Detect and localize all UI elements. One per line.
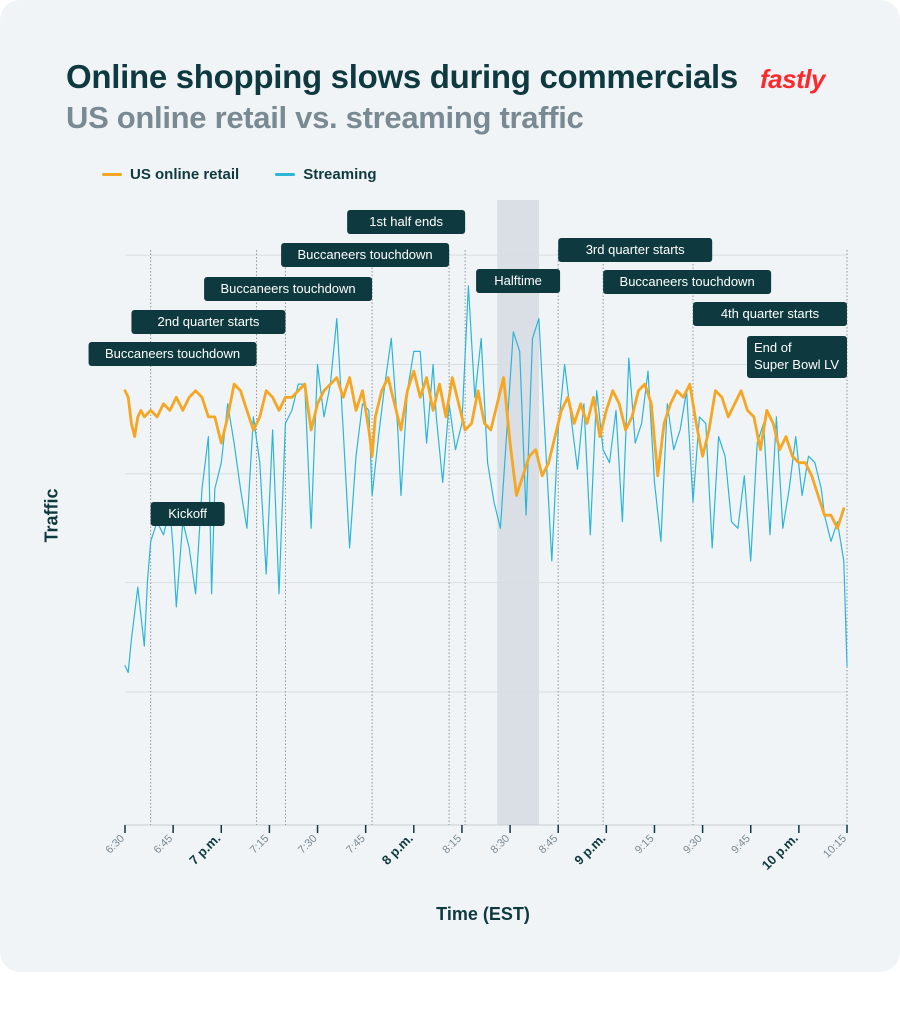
halftime-label: Halftime	[494, 273, 542, 288]
annotation-label: Super Bowl LV	[754, 357, 839, 372]
fastly-logo: fastly	[760, 64, 825, 94]
x-tick-label: 9:45	[729, 833, 753, 857]
x-tick-label: 7:15	[248, 833, 272, 857]
annotation-label: 2nd quarter starts	[157, 314, 259, 329]
chart-card	[0, 0, 900, 972]
halftime-label-box	[476, 269, 561, 293]
x-tick-label: 8:30	[489, 833, 513, 857]
y-axis-title: Traffic	[41, 488, 62, 543]
annotation-label: Kickoff	[168, 506, 207, 521]
x-tick-label: 9 p.m.	[571, 831, 608, 868]
x-tick-label: 7:30	[296, 833, 320, 857]
x-tick-label: 10:15	[821, 833, 849, 861]
x-tick-label: 6:45	[152, 833, 176, 857]
chart-legend: US online retail Streaming	[102, 166, 377, 183]
annotation-box	[88, 342, 257, 366]
legend-item-retail: US online retail	[102, 166, 239, 183]
annotation-label: Buccaneers touchdown	[620, 274, 755, 289]
annotation-label: Buccaneers touchdown	[221, 281, 356, 296]
annotation-box	[603, 270, 772, 294]
series-line-retail	[123, 369, 846, 530]
annotation-box	[150, 502, 225, 526]
annotation-box	[347, 210, 466, 234]
x-tick-label: 10 p.m.	[759, 831, 801, 873]
annotation-box	[204, 277, 373, 301]
annotation-label: Buccaneers touchdown	[105, 346, 240, 361]
legend-swatch-retail	[102, 173, 122, 176]
annotation-box	[692, 302, 847, 326]
annotation-label: 1st half ends	[369, 214, 443, 229]
x-tick-label: 7 p.m.	[186, 831, 223, 868]
chart-subtitle: US online retail vs. streaming traffic	[66, 100, 584, 135]
legend-label-streaming: Streaming	[303, 166, 377, 183]
x-tick-label: 8:15	[440, 833, 464, 857]
x-tick-label: 9:30	[681, 833, 705, 857]
series-line-streaming	[124, 285, 848, 674]
annotation-label: End of	[754, 340, 792, 355]
annotation-box	[747, 336, 847, 378]
legend-swatch-streaming	[275, 173, 296, 176]
x-tick-label: 7:45	[344, 833, 368, 857]
x-tick-label: 8:45	[537, 833, 561, 857]
annotation-box	[281, 243, 450, 267]
chart-title: Online shopping slows during commercials	[66, 58, 738, 95]
annotation-label: 3rd quarter starts	[586, 242, 685, 257]
halftime-band	[497, 200, 539, 825]
x-tick-label: 6:30	[103, 833, 127, 857]
annotation-label: 4th quarter starts	[721, 306, 820, 321]
x-tick-label: 9:15	[633, 833, 657, 857]
annotation-box	[131, 310, 286, 334]
annotation-label: Buccaneers touchdown	[298, 247, 433, 262]
legend-label-retail: US online retail	[130, 166, 240, 183]
x-axis-title: Time (EST)	[436, 904, 530, 924]
line-chart: 6:30 6:45 7 p.m. 7:15 7:30 7:45 8 p.m. 8:15 8:30…	[88, 200, 849, 873]
legend-item-streaming: Streaming	[275, 166, 377, 183]
x-tick-label: 8 p.m.	[379, 831, 416, 868]
annotation-box	[558, 238, 713, 262]
